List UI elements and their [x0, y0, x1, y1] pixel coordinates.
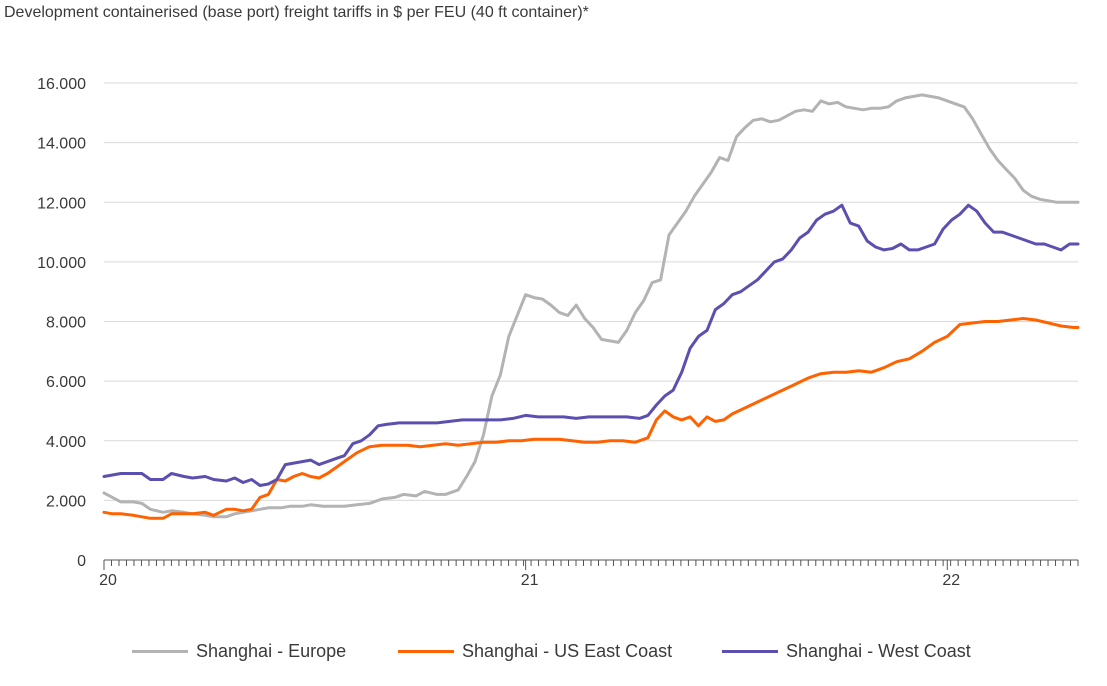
legend-item-us-east-coast: Shanghai - US East Coast: [398, 636, 672, 666]
line-chart: 0 2.000 4.000 6.000 8.000 10.000 12.000 14.000 1…: [37, 76, 1080, 589]
legend-label-europe: Shanghai - Europe: [196, 640, 347, 661]
legend-swatch-west-coast: [722, 649, 778, 653]
x-tick-label: 20: [99, 572, 117, 589]
y-tick-label: 12.000: [37, 195, 86, 212]
series-lines: [102, 93, 1080, 520]
chart-title: Development containerised (base port) fr…: [4, 4, 589, 21]
y-tick-label: 16.000: [37, 76, 86, 93]
y-tick-label: 10.000: [37, 255, 86, 272]
legend-label-west-coast: Shanghai - West Coast: [786, 640, 971, 661]
legend-item-europe: Shanghai - Europe: [132, 636, 346, 666]
series-line-west-coast: [102, 203, 1080, 487]
y-tick-label: 6.000: [46, 374, 86, 391]
legend-item-west-coast: Shanghai - West Coast: [722, 636, 971, 666]
series-line-us-east-coast: [102, 317, 1080, 520]
y-tick-label: 0: [77, 553, 86, 570]
y-tick-label: 8.000: [46, 315, 86, 332]
y-tick-label: 2.000: [46, 493, 86, 510]
legend: Shanghai - Europe Shanghai - US East Coa…: [0, 636, 1107, 666]
legend-swatch-europe: [132, 649, 188, 653]
y-axis-tick-labels: 0 2.000 4.000 6.000 8.000 10.000 12.000 14.000 1…: [37, 76, 86, 570]
x-axis: 20 21 22: [99, 559, 1079, 589]
y-tick-label: 4.000: [46, 434, 86, 451]
gridlines: [104, 82, 1078, 501]
legend-label-us-east-coast: Shanghai - US East Coast: [462, 640, 673, 661]
legend-swatch-us-east-coast: [398, 649, 454, 653]
x-tick-label: 22: [942, 572, 960, 589]
y-tick-label: 14.000: [37, 136, 86, 153]
x-tick-label: 21: [521, 572, 539, 589]
series-line-europe: [102, 93, 1080, 519]
